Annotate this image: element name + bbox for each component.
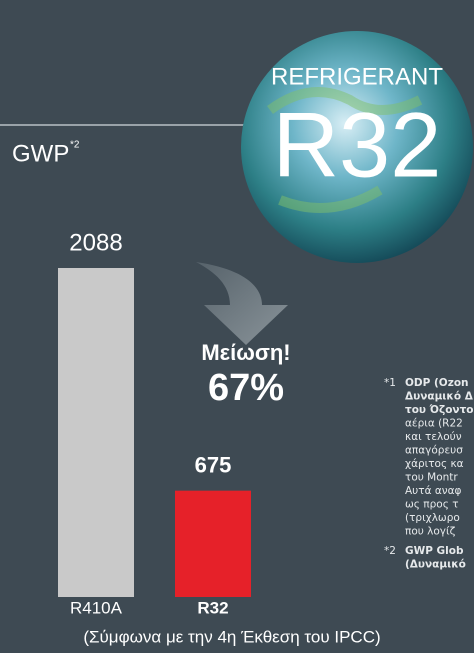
footnote-line: Αυτά αναφ	[405, 485, 462, 497]
chart: GWP *2 REFRIGERANT R32 Μείωση! 67% (Σύμφ…	[0, 0, 474, 653]
badge-main: R32	[273, 94, 442, 196]
page: {"chart_data": {"type": "bar", "title": …	[0, 0, 474, 653]
footnote-mark: *1	[384, 377, 396, 389]
bars: 2088 R410A 675 R32	[58, 229, 251, 617]
footnote-line: χάριτος κα	[405, 458, 464, 470]
footnote-line: Δυναμικό Δ	[405, 391, 474, 403]
bar	[175, 491, 251, 597]
annotation: 67%	[208, 367, 284, 409]
x-tick-label: R410A	[70, 598, 123, 617]
bar	[58, 268, 134, 597]
footnote-line: αέρια (R22	[405, 418, 463, 430]
title-note: *2	[70, 140, 80, 151]
footnote-line: του Όζοντο	[405, 404, 474, 416]
annotation: Μείωση!	[201, 340, 290, 365]
badge-top: REFRIGERANT	[271, 63, 443, 90]
footnote-line: GWP Glob	[405, 545, 464, 557]
value-label: 2088	[69, 229, 122, 256]
value-label: 675	[195, 452, 232, 477]
footnote-line: του Montr	[405, 472, 458, 484]
footnote-line: απαγόρευσ	[405, 445, 463, 457]
footnote-mark: *2	[384, 545, 396, 557]
footnote-line: ODP (Ozon	[405, 377, 469, 389]
footnote-line: που λογίζ	[405, 526, 456, 538]
arrow	[196, 262, 288, 345]
footnote-line: (τριχλωρο	[405, 512, 460, 524]
footnote-line: ως προς τ	[405, 499, 459, 511]
source-note: (Σύμφωνα με την 4η Έκθεση του IPCC)	[83, 627, 380, 646]
footnote-line: και τελούν	[405, 431, 462, 443]
chart-title: GWP	[12, 140, 69, 167]
footnote-line: (Δυναμικό	[405, 559, 466, 571]
x-tick-label: R32	[197, 598, 228, 617]
